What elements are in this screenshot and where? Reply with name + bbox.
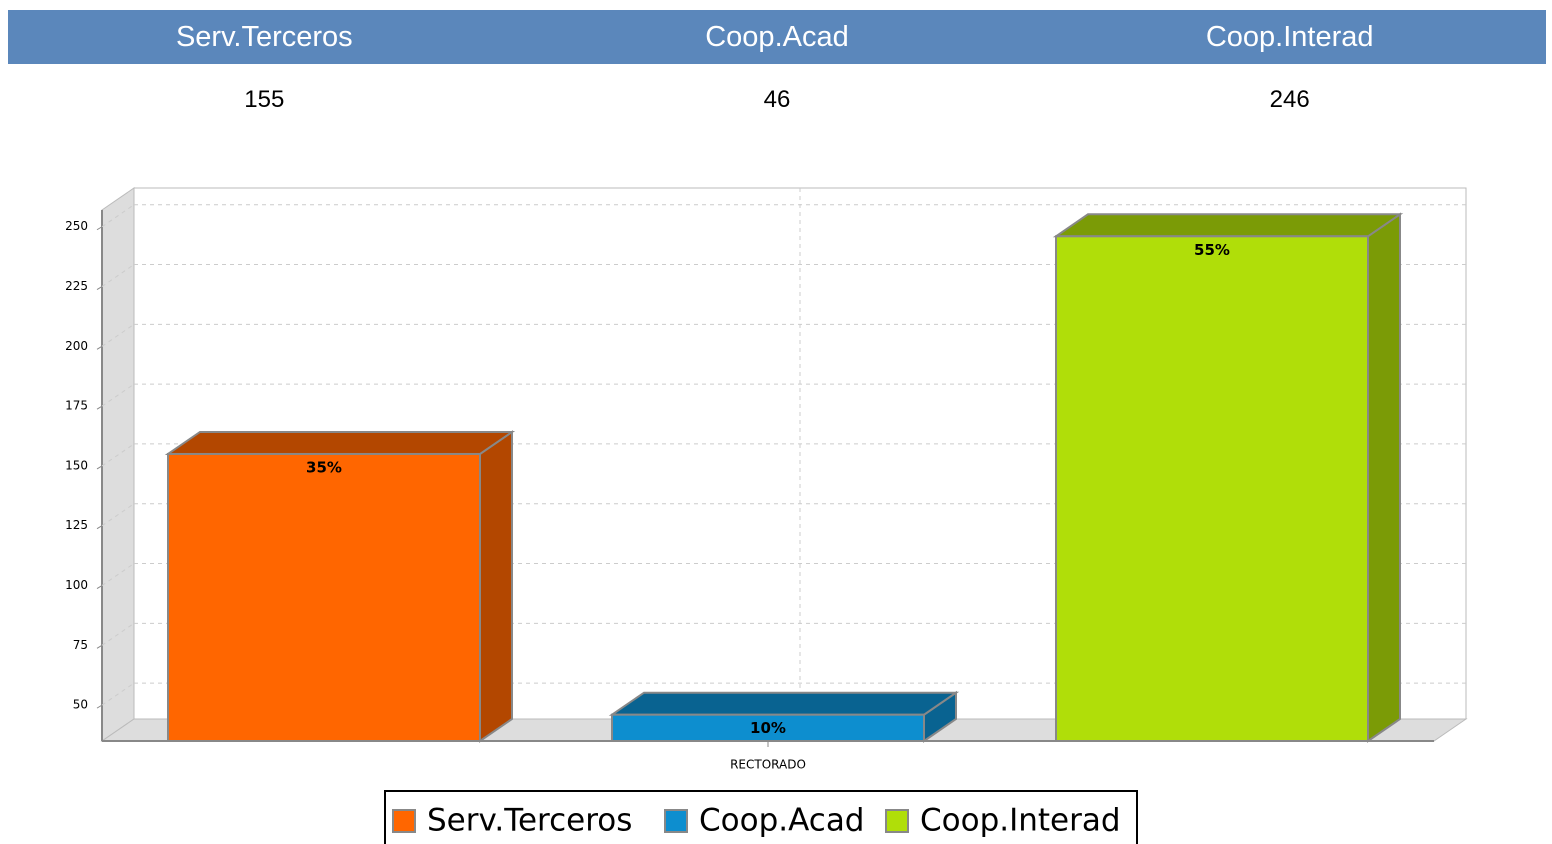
y-tick — [96, 704, 103, 709]
legend-label: Coop.Acad — [699, 803, 865, 839]
y-tick-label: 75 — [73, 638, 88, 652]
y-tick-label: 125 — [65, 518, 88, 532]
value-cell: 246 — [1269, 86, 1310, 113]
y-tick-label: 250 — [65, 219, 88, 233]
grid-line — [101, 264, 135, 287]
legend-swatch — [392, 809, 416, 833]
y-tick — [96, 525, 103, 530]
legend — [384, 790, 1138, 844]
legend-label: Serv.Terceros — [427, 803, 632, 839]
bar-top — [164, 430, 516, 455]
value-cell: 46 — [763, 86, 791, 113]
bar-top — [1052, 213, 1404, 238]
y-tick-label: 200 — [65, 339, 88, 353]
y-tick-label: 225 — [65, 279, 88, 293]
value-cell: 155 — [244, 86, 285, 113]
bar — [611, 713, 925, 743]
legend-swatch — [664, 809, 688, 833]
grid-line — [101, 323, 135, 347]
grid-line — [101, 682, 135, 706]
summary-table: Serv.Terceros Coop.Acad Coop.Interad 155… — [8, 10, 1546, 136]
grid-line — [101, 204, 135, 228]
data-label: 10% — [750, 719, 786, 737]
bar — [167, 452, 481, 742]
y-tick — [96, 286, 103, 290]
grid-line — [101, 443, 135, 467]
legend-swatch — [885, 809, 909, 833]
header-cell: Coop.Interad — [1033, 10, 1546, 64]
y-tick — [96, 226, 103, 231]
y-tick — [96, 644, 103, 649]
y-tick — [96, 585, 103, 589]
y-tick — [96, 465, 103, 470]
y-tick-label: 175 — [65, 399, 88, 413]
header-cell: Coop.Acad — [520, 10, 1034, 64]
y-tick-label: 50 — [73, 698, 88, 712]
bar-side — [479, 430, 513, 743]
grid-line — [101, 503, 135, 527]
bar — [1055, 235, 1369, 742]
x-tick-label: RECTORADO — [730, 758, 806, 772]
grid-line — [101, 383, 135, 407]
y-tick-label: 100 — [65, 578, 88, 592]
data-label: 35% — [306, 458, 342, 476]
data-label: 55% — [1194, 241, 1230, 259]
header-cell: Serv.Terceros — [8, 10, 521, 64]
grid-line — [101, 622, 135, 646]
y-tick — [96, 345, 103, 350]
left-wall — [101, 187, 135, 742]
y-tick-label: 150 — [65, 458, 88, 472]
grid-line — [101, 563, 135, 586]
bar-top — [608, 691, 960, 716]
legend-label: Coop.Interad — [920, 803, 1121, 839]
y-tick — [96, 405, 103, 410]
bar-side — [1367, 212, 1401, 743]
